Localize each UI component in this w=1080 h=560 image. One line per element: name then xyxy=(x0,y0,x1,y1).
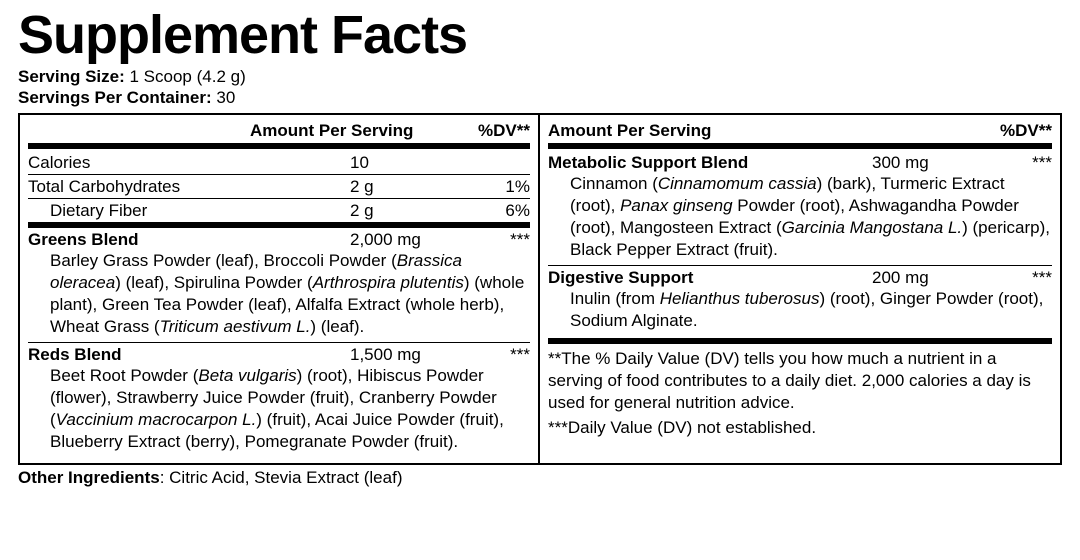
other-ingredients-label: Other Ingredients xyxy=(18,468,160,487)
serving-size-label: Serving Size: xyxy=(18,67,125,86)
carbs-amt: 2 g xyxy=(350,177,470,197)
column-left: Amount Per Serving %DV** Calories 10 Tot… xyxy=(20,115,540,464)
metabolic-amt: 300 mg xyxy=(872,153,992,173)
facts-panel: Amount Per Serving %DV** Calories 10 Tot… xyxy=(18,113,1062,466)
reds-dv: *** xyxy=(470,345,530,365)
metabolic-desc: Cinnamon (Cinnamomum cassia) (bark), Tur… xyxy=(548,173,1052,266)
footnote-not-established: ***Daily Value (DV) not established. xyxy=(548,413,1052,439)
calories-name: Calories xyxy=(28,153,350,173)
hdr-dv-left: %DV** xyxy=(450,121,530,141)
page-title: Supplement Facts xyxy=(18,8,1062,62)
hdr-amount-left: Amount Per Serving xyxy=(250,121,450,141)
carbs-dv: 1% xyxy=(470,177,530,197)
calories-amt: 10 xyxy=(350,153,470,173)
servings-per-label: Servings Per Container: xyxy=(18,88,212,107)
column-right: Amount Per Serving %DV** Metabolic Suppo… xyxy=(540,115,1060,464)
header-row-left: Amount Per Serving %DV** xyxy=(28,115,530,149)
digestive-name: Digestive Support xyxy=(548,268,872,288)
other-ingredients-line: Other Ingredients: Citric Acid, Stevia E… xyxy=(18,468,1062,488)
hdr-dv-right: %DV** xyxy=(972,121,1052,141)
greens-dv: *** xyxy=(470,230,530,250)
digestive-amt: 200 mg xyxy=(872,268,992,288)
row-digestive: Digestive Support 200 mg *** xyxy=(548,266,1052,288)
footnote-dv: **The % Daily Value (DV) tells you how m… xyxy=(548,344,1052,413)
metabolic-name: Metabolic Support Blend xyxy=(548,153,872,173)
carbs-name: Total Carbohydrates xyxy=(28,177,350,197)
reds-amt: 1,500 mg xyxy=(350,345,470,365)
greens-name: Greens Blend xyxy=(28,230,350,250)
reds-desc: Beet Root Powder (Beta vulgaris) (root),… xyxy=(28,365,530,457)
other-ingredients-value: : Citric Acid, Stevia Extract (leaf) xyxy=(160,468,403,487)
serving-size-line: Serving Size: 1 Scoop (4.2 g) xyxy=(18,66,1062,87)
row-carbs: Total Carbohydrates 2 g 1% xyxy=(28,175,530,199)
header-row-right: Amount Per Serving %DV** xyxy=(548,115,1052,149)
metabolic-dv: *** xyxy=(992,153,1052,173)
row-greens: Greens Blend 2,000 mg *** xyxy=(28,228,530,250)
servings-per-line: Servings Per Container: 30 xyxy=(18,87,1062,108)
digestive-dv: *** xyxy=(992,268,1052,288)
row-metabolic: Metabolic Support Blend 300 mg *** xyxy=(548,151,1052,173)
calories-dv xyxy=(470,153,530,173)
fiber-amt: 2 g xyxy=(350,201,470,221)
hdr-amount-right: Amount Per Serving xyxy=(548,121,972,141)
digestive-desc: Inulin (from Helianthus tuberosus) (root… xyxy=(548,288,1052,344)
row-reds: Reds Blend 1,500 mg *** xyxy=(28,343,530,365)
fiber-dv: 6% xyxy=(470,201,530,221)
servings-per-value: 30 xyxy=(216,88,235,107)
row-calories: Calories 10 xyxy=(28,151,530,175)
greens-amt: 2,000 mg xyxy=(350,230,470,250)
serving-size-value: 1 Scoop (4.2 g) xyxy=(130,67,246,86)
greens-desc: Barley Grass Powder (leaf), Broccoli Pow… xyxy=(28,250,530,343)
reds-name: Reds Blend xyxy=(28,345,350,365)
fiber-name: Dietary Fiber xyxy=(28,201,350,221)
row-fiber: Dietary Fiber 2 g 6% xyxy=(28,199,530,228)
